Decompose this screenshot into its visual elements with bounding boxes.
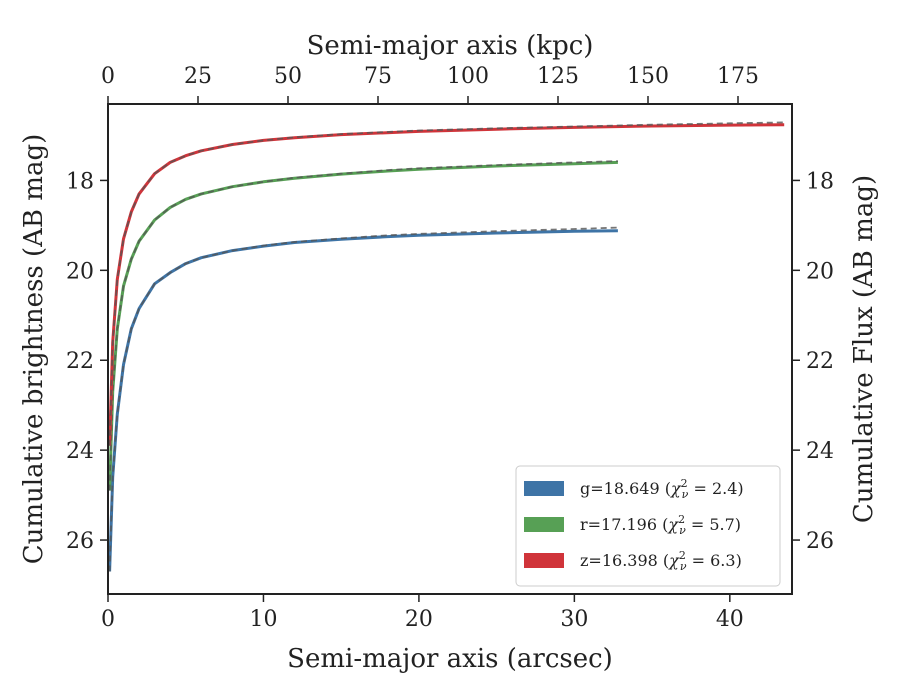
x2-tick-label: 150	[627, 64, 669, 89]
legend-swatch	[524, 553, 564, 568]
x2-tick-label: 25	[184, 64, 212, 89]
x-tick-label: 40	[716, 607, 744, 632]
legend-entry-label: r=17.196 (χ2 ν = 5.7)	[580, 513, 741, 537]
y2-tick-label: 18	[806, 169, 834, 194]
x2-tick-label: 100	[447, 64, 489, 89]
x-tick-label: 0	[101, 607, 115, 632]
series-layer	[108, 121, 785, 572]
y2-axis-label: Cumulative Flux (AB mag)	[849, 175, 879, 523]
x2-tick-label: 0	[101, 64, 115, 89]
legend-swatch	[524, 481, 564, 496]
y-tick-label: 24	[66, 439, 94, 464]
legend: g=18.649 (χ2 ν = 2.4) r=17.196 (χ2 ν = 5.7)…	[515, 465, 781, 587]
axes-layer: 0 10 20 30 40 0 25 50 75 100 125 150 175 18 18 20 20 22 22…	[66, 64, 834, 632]
y-tick-label: 18	[66, 169, 94, 194]
y-tick-label: 20	[66, 259, 94, 284]
series-model-line-2	[108, 121, 785, 446]
legend-frame	[515, 465, 781, 587]
legend-entry-label: g=18.649 (χ2 ν = 2.4)	[580, 477, 744, 501]
x2-tick-label: 50	[274, 64, 302, 89]
x-tick-label: 10	[249, 607, 277, 632]
series-model-line-1	[108, 160, 618, 491]
legend-entry-label: z=16.398 (χ2 ν = 6.3)	[580, 549, 742, 573]
y2-tick-label: 26	[806, 529, 834, 554]
series-line-0	[108, 229, 618, 572]
x-axis-label: Semi-major axis (arcsec)	[287, 644, 613, 674]
y-tick-label: 26	[66, 529, 94, 554]
y2-tick-label: 24	[806, 439, 834, 464]
plot-frame	[107, 103, 793, 595]
x2-tick-label: 75	[364, 64, 392, 89]
y-axis-label: Cumulative brightness (AB mag)	[19, 134, 49, 565]
y-tick-label: 22	[66, 349, 94, 374]
x2-tick-label: 125	[537, 64, 579, 89]
x-tick-label: 30	[560, 607, 588, 632]
x2-tick-label: 175	[717, 64, 759, 89]
y2-tick-label: 22	[806, 349, 834, 374]
x-tick-label: 20	[405, 607, 433, 632]
legend-swatch	[524, 517, 564, 532]
legend-items: g=18.649 (χ2 ν = 2.4) r=17.196 (χ2 ν = 5.7)…	[524, 477, 744, 573]
y2-tick-label: 20	[806, 259, 834, 284]
x2-axis-label: Semi-major axis (kpc)	[307, 31, 594, 61]
